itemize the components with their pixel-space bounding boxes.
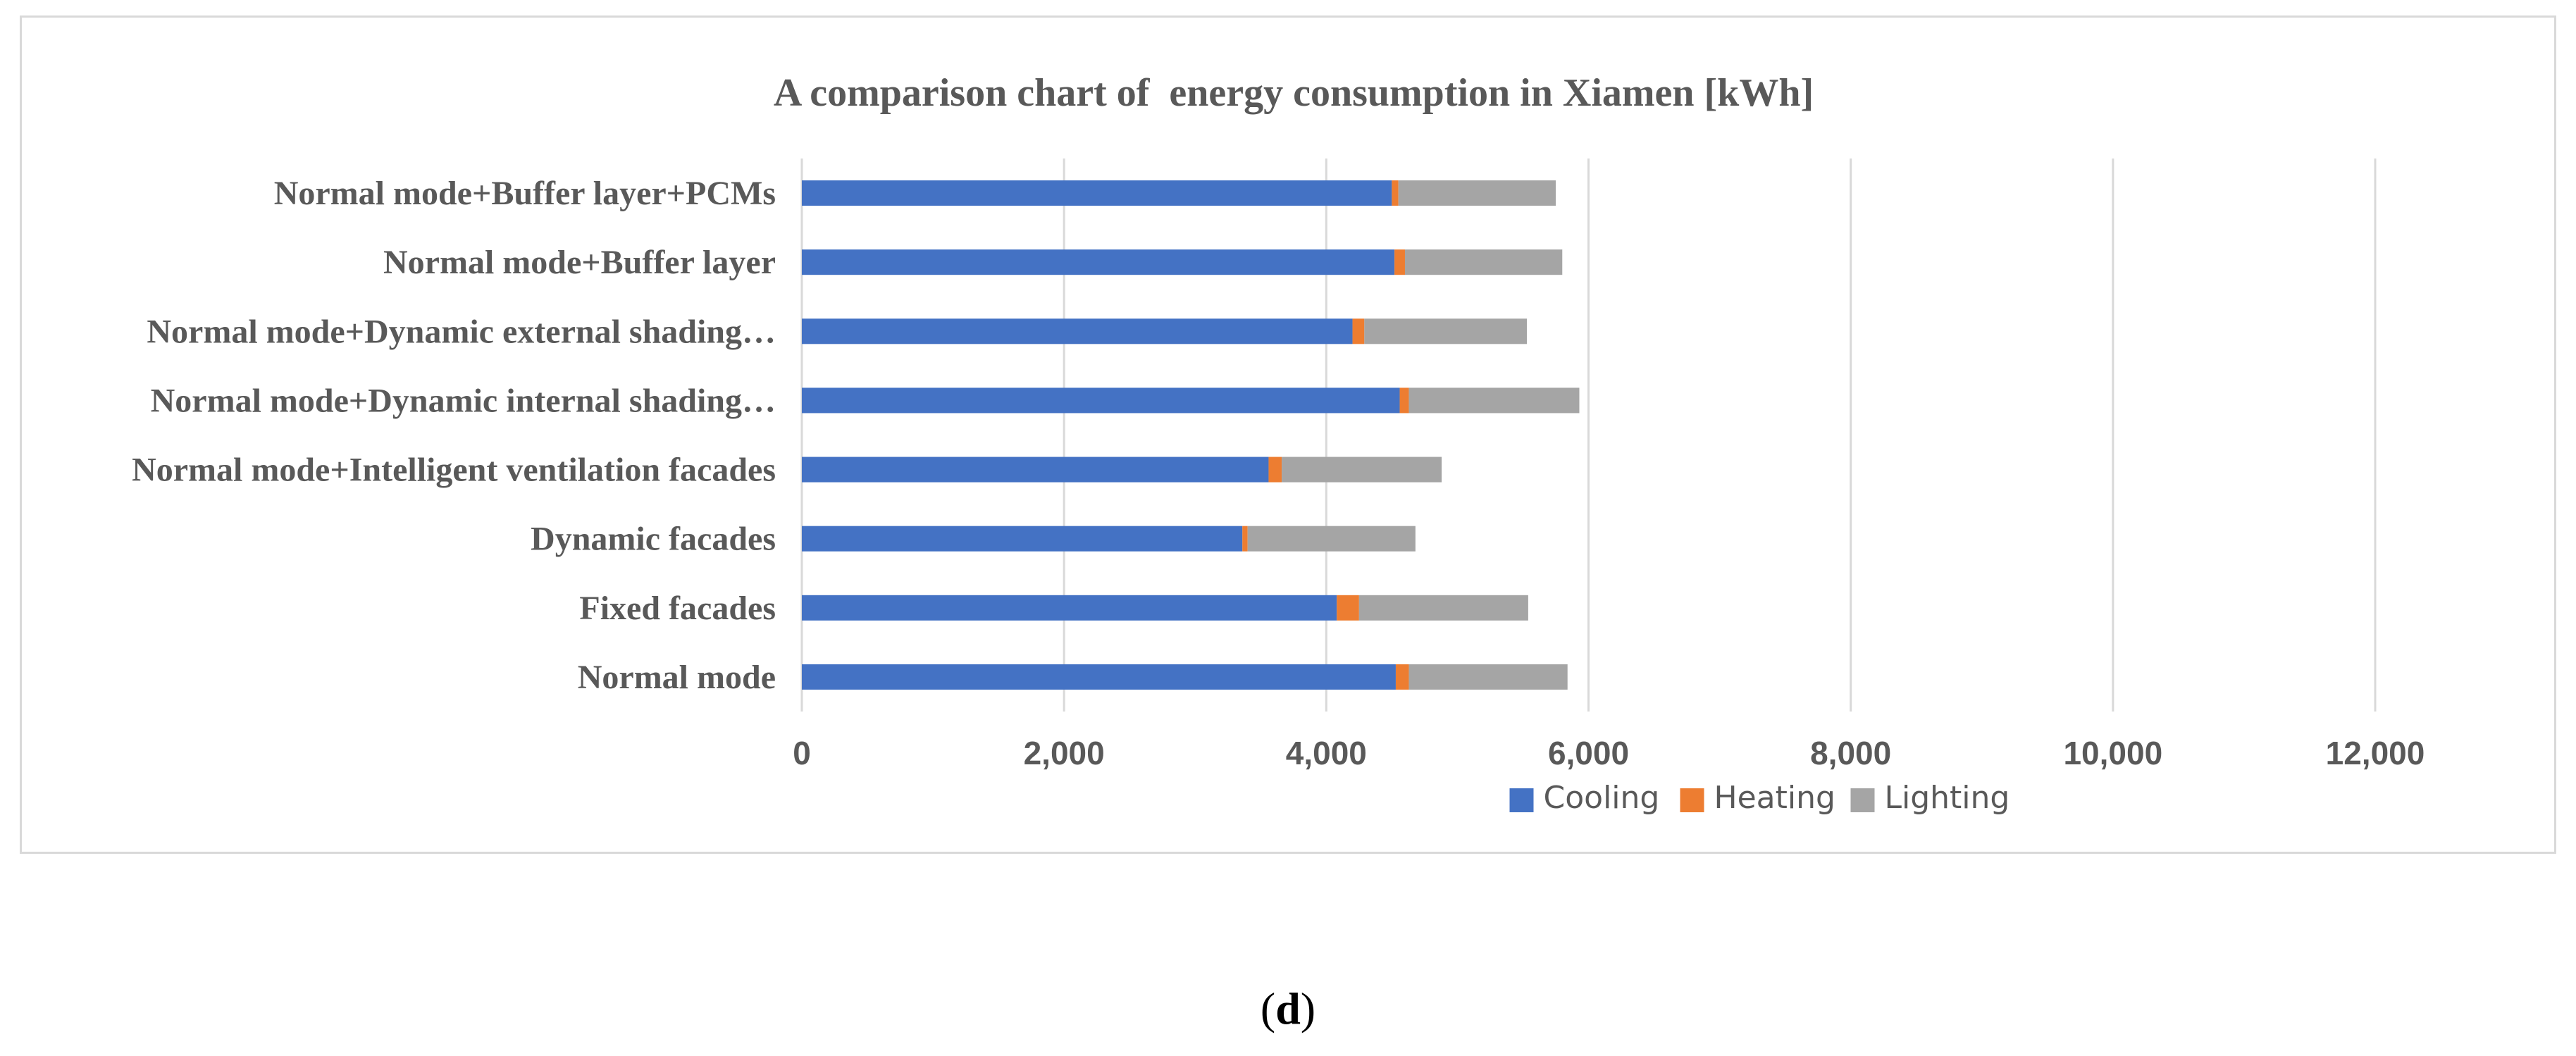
x-tick-label-4: 8,000 — [1810, 735, 1891, 771]
bar-heating-3 — [1399, 387, 1409, 414]
bar-lighting-2 — [1364, 318, 1528, 344]
x-tick-label-6: 12,000 — [2326, 735, 2425, 771]
x-tick-label-5: 10,000 — [2063, 735, 2162, 771]
bars — [802, 180, 1580, 690]
legend-label-lighting: Lighting — [1885, 780, 2010, 816]
category-label-7: Normal mode — [578, 659, 776, 696]
bar-lighting-6 — [1358, 595, 1528, 621]
bar-heating-6 — [1337, 595, 1359, 621]
chart-title: A comparison chart of energy consumption… — [774, 71, 1814, 115]
legend-swatch-cooling — [1509, 788, 1534, 812]
x-tick-label-1: 2,000 — [1024, 735, 1105, 771]
chart-svg: A comparison chart of energy consumption… — [132, 71, 2425, 816]
gridlines — [800, 159, 2377, 712]
category-label-3: Normal mode+Dynamic internal shading… — [151, 382, 776, 419]
category-label-5: Dynamic facades — [531, 521, 776, 558]
chart-frame: A comparison chart of energy consumption… — [20, 15, 2556, 854]
bar-lighting-4 — [1282, 456, 1442, 483]
panel-label-letter: d — [1275, 983, 1301, 1033]
x-tick-labels: 0 2,000 4,000 6,000 8,000 10,000 12,000 — [793, 735, 2425, 771]
bar-cooling-1 — [802, 249, 1395, 275]
legend-swatch-lighting — [1850, 788, 1875, 812]
bar-cooling-4 — [802, 456, 1269, 483]
legend: Cooling Heating Lighting — [1509, 780, 2010, 816]
bar-heating-7 — [1395, 664, 1409, 690]
legend-swatch-heating — [1680, 788, 1704, 812]
category-label-6: Fixed facades — [579, 590, 776, 627]
category-labels: Normal mode+Buffer layer+PCMs Normal mode… — [132, 175, 776, 696]
x-tick-label-0: 0 — [793, 735, 811, 771]
bar-cooling-7 — [802, 664, 1396, 690]
category-label-0: Normal mode+Buffer layer+PCMs — [274, 175, 776, 212]
bar-heating-4 — [1268, 456, 1282, 483]
bar-heating-1 — [1394, 249, 1405, 275]
bar-heating-2 — [1352, 318, 1365, 344]
bar-lighting-7 — [1408, 664, 1568, 690]
category-label-4: Normal mode+Intelligent ventilation faca… — [132, 452, 776, 489]
bar-lighting-1 — [1404, 249, 1563, 275]
legend-label-heating: Heating — [1714, 780, 1835, 816]
bar-cooling-2 — [802, 318, 1353, 344]
category-label-1: Normal mode+Buffer layer — [383, 244, 776, 281]
bar-cooling-0 — [802, 180, 1392, 206]
panel-label-open: ( — [1260, 983, 1276, 1033]
bar-lighting-0 — [1398, 180, 1556, 206]
legend-label-cooling: Cooling — [1544, 780, 1660, 816]
bar-cooling-6 — [802, 595, 1337, 621]
panel-label: (d) — [0, 983, 2576, 1035]
bar-cooling-5 — [802, 526, 1243, 552]
bar-cooling-3 — [802, 387, 1400, 414]
x-tick-label-3: 6,000 — [1548, 735, 1629, 771]
x-tick-label-2: 4,000 — [1286, 735, 1367, 771]
panel-label-close: ) — [1300, 983, 1316, 1033]
category-label-2: Normal mode+Dynamic external shading… — [147, 313, 776, 350]
bar-lighting-5 — [1247, 526, 1416, 552]
bar-heating-5 — [1242, 526, 1248, 552]
bar-lighting-3 — [1408, 387, 1580, 414]
bar-heating-0 — [1392, 180, 1399, 206]
